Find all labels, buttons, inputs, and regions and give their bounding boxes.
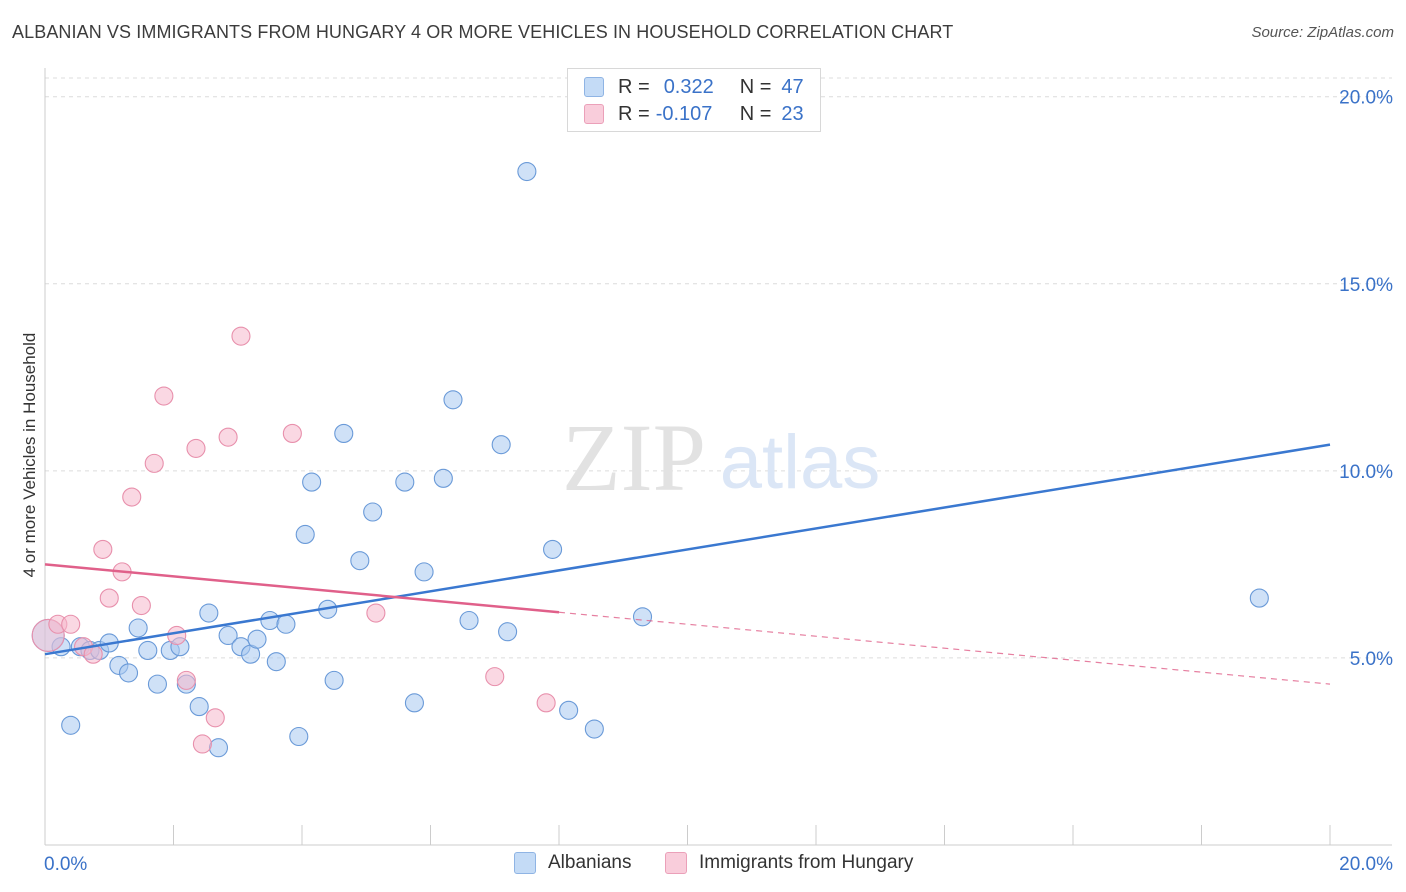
r-value: 0.322: [663, 75, 714, 98]
y-axis-title: 4 or more Vehicles in Household: [20, 332, 39, 578]
point-albanians: [147, 674, 167, 694]
chart-title: ALBANIAN VS IMMIGRANTS FROM HUNGARY 4 OR…: [12, 22, 954, 42]
point-hungary: [186, 438, 206, 458]
point-albanians: [459, 610, 479, 631]
point-albanians: [404, 693, 424, 713]
trendline-albanians: [44, 443, 1331, 656]
legend-swatch-albanians: [584, 77, 604, 97]
chart-source: Source: ZipAtlas.com: [1251, 24, 1394, 41]
point-hungary: [218, 427, 238, 447]
point-albanians: [266, 652, 286, 672]
point-albanians: [433, 468, 453, 488]
point-albanians: [189, 697, 209, 717]
point-hungary: [93, 539, 113, 559]
point-albanians: [128, 618, 148, 638]
point-albanians: [276, 614, 296, 634]
point-hungary: [122, 487, 142, 507]
point-albanians: [61, 715, 81, 735]
watermark-atlas: atlas: [720, 420, 881, 505]
point-hungary: [231, 326, 251, 346]
point-albanians: [350, 551, 370, 571]
point-hungary: [61, 614, 81, 634]
series-legend: Albanians Immigrants from Hungary: [0, 852, 1406, 876]
point-albanians: [208, 738, 229, 758]
x-tick-label: 20.0%: [1339, 854, 1393, 875]
point-albanians: [443, 390, 463, 410]
point-hungary: [131, 595, 151, 616]
x-tick-label: 0.0%: [44, 854, 87, 875]
legend-row-albanians: R = 0.322 N = 47: [584, 75, 804, 99]
point-hungary: [536, 693, 556, 713]
point-albanians: [138, 640, 158, 660]
point-hungary: [144, 453, 164, 473]
y-tick-label: 10.0%: [1339, 462, 1393, 483]
point-albanians: [334, 423, 354, 443]
y-tick-label: 5.0%: [1350, 649, 1393, 670]
trendline-hungary-extension: [558, 611, 1331, 685]
point-albanians: [517, 161, 537, 182]
r-label: R =: [618, 102, 650, 125]
axes: [44, 68, 1392, 846]
n-value: 47: [781, 75, 804, 98]
r-value: -0.107: [655, 102, 713, 125]
watermark: ZIP atlas: [562, 404, 880, 511]
point-hungary: [99, 588, 119, 608]
n-label: N =: [739, 75, 772, 98]
y-tick-label: 20.0%: [1339, 88, 1393, 109]
point-albanians: [199, 603, 219, 623]
point-albanians: [414, 562, 434, 582]
point-hungary: [176, 670, 196, 690]
point-albanians: [363, 502, 383, 522]
point-albanians: [395, 472, 415, 492]
trend-lines: [44, 443, 1331, 685]
point-albanians: [118, 663, 139, 683]
point-albanians: [324, 670, 344, 690]
legend-swatch-hungary: [584, 104, 604, 124]
correlation-legend: R = 0.322 N = 47 R = -0.107 N = 23: [567, 68, 821, 132]
legend-row-hungary: R = -0.107 N = 23: [584, 102, 804, 126]
point-albanians: [1249, 588, 1269, 608]
point-hungary: [282, 423, 302, 443]
r-label: R =: [618, 75, 650, 98]
legend-swatch-albanians: [514, 852, 536, 874]
point-albanians: [247, 629, 267, 649]
point-albanians: [302, 472, 322, 492]
point-albanians: [218, 625, 238, 646]
point-albanians: [260, 610, 280, 631]
y-tick-label: 15.0%: [1339, 275, 1393, 296]
legend-label-hungary: Immigrants from Hungary: [699, 852, 914, 873]
point-albanians: [632, 607, 653, 627]
tick-labels: 5.0% 10.0% 15.0% 20.0% 0.0% 20.0%: [44, 88, 1393, 875]
point-hungary: [205, 708, 225, 728]
legend-label-albanians: Albanians: [548, 852, 632, 873]
point-albanians: [584, 719, 604, 739]
n-value: 23: [781, 102, 804, 125]
point-albanians: [289, 726, 309, 747]
trendline-hungary: [44, 563, 560, 614]
point-albanians: [295, 524, 315, 545]
grid-lines: [45, 77, 1392, 659]
point-hungary: [192, 734, 212, 754]
point-hungary: [167, 625, 187, 646]
point-hungary: [154, 386, 174, 406]
legend-item-hungary: Immigrants from Hungary: [665, 852, 913, 874]
legend-item-albanians: Albanians: [514, 852, 631, 874]
point-hungary: [485, 667, 505, 687]
point-albanians: [498, 622, 518, 642]
legend-swatch-hungary: [665, 852, 687, 874]
point-albanians: [543, 539, 563, 559]
watermark-zip: ZIP: [562, 404, 706, 511]
point-albanians: [559, 700, 579, 720]
point-albanians: [491, 435, 511, 455]
point-hungary: [366, 603, 386, 623]
n-label: N =: [739, 102, 772, 125]
